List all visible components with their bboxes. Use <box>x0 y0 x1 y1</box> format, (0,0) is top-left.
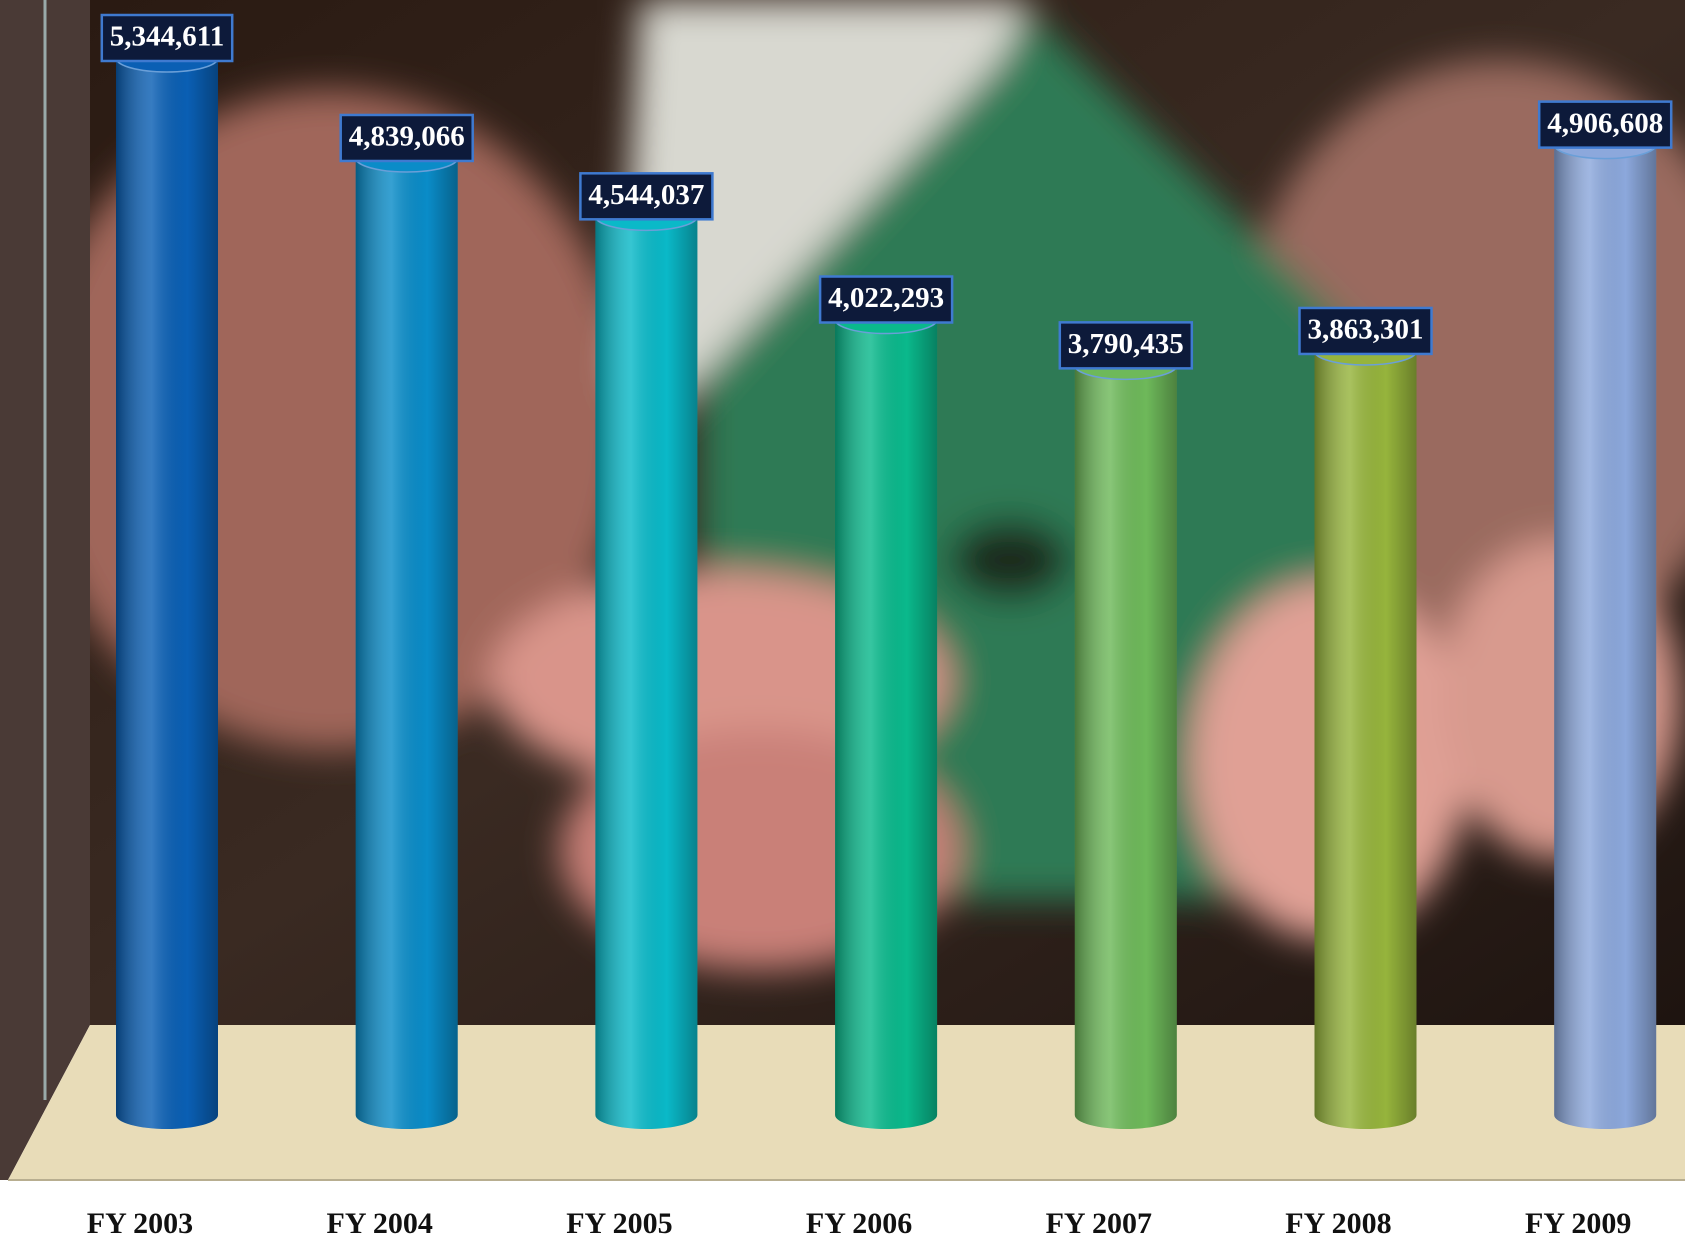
bar-shade <box>1315 351 1417 1129</box>
value-label: 4,906,608 <box>1547 107 1663 139</box>
chart: 5,344,611 FY 2003 4,839,066 FY 2004 4,544,03… <box>0 0 1685 1243</box>
bar <box>595 202 697 1129</box>
value-label: 4,544,037 <box>588 179 704 211</box>
value-label: 3,790,435 <box>1068 328 1184 360</box>
x-tick-label: FY 2003 <box>87 1207 193 1240</box>
x-tick-label: FY 2006 <box>806 1207 912 1240</box>
x-tick-label: FY 2008 <box>1285 1207 1391 1240</box>
x-tick-label: FY 2009 <box>1525 1207 1631 1240</box>
x-tick-label: FY 2007 <box>1046 1207 1152 1240</box>
x-tick-label: FY 2004 <box>327 1207 433 1240</box>
bar-shade <box>1554 145 1656 1129</box>
bar-shade <box>595 216 697 1129</box>
bar <box>1075 351 1177 1129</box>
bar <box>356 144 458 1129</box>
bar <box>116 44 218 1129</box>
bar <box>1554 131 1656 1129</box>
bar-shade <box>116 58 218 1129</box>
value-label: 4,839,066 <box>349 121 465 153</box>
x-tick-label: FY 2005 <box>566 1207 672 1240</box>
bar-shade <box>835 320 937 1129</box>
bar <box>835 306 937 1129</box>
value-label: 5,344,611 <box>110 21 224 53</box>
bar-shade <box>1075 365 1177 1129</box>
bar-shade <box>356 158 458 1129</box>
bar <box>1315 337 1417 1129</box>
value-label: 3,863,301 <box>1308 314 1424 346</box>
value-label: 4,022,293 <box>828 282 944 314</box>
